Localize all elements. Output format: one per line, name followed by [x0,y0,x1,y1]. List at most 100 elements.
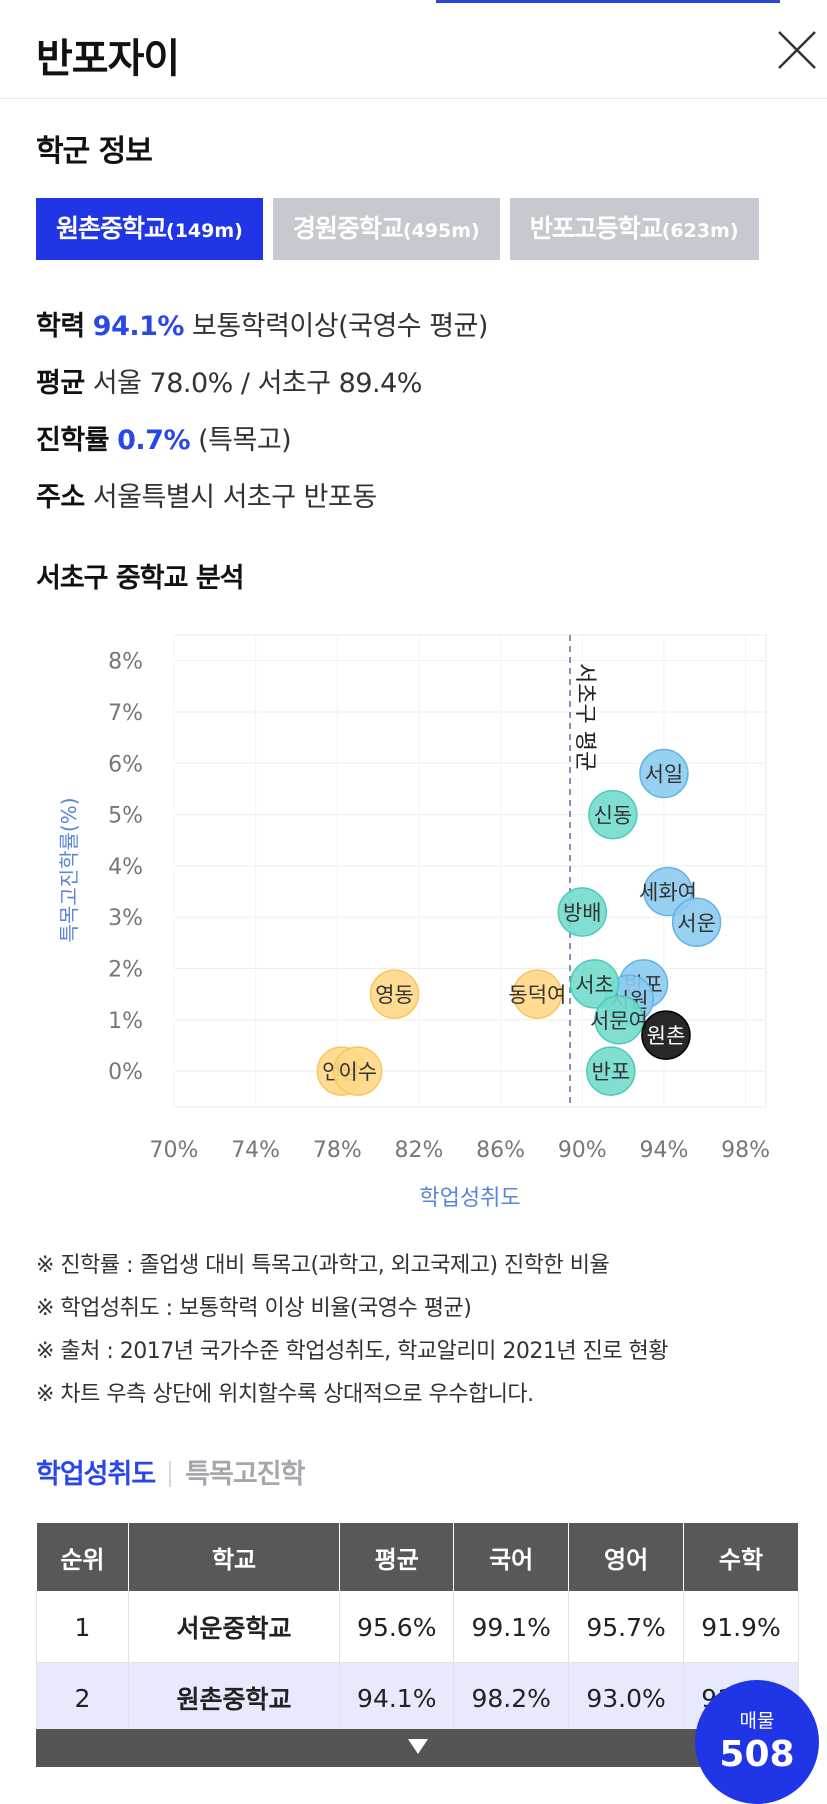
notes: ※ 진학률 : 졸업생 대비 특목고(과학고, 외고국제고) 진학한 비율 ※ … [36,1244,669,1416]
achievement-desc: 보통학력이상(국영수 평균) [192,311,488,342]
col-school: 학교 [127,1522,341,1592]
address-line: 주소 서울특별시 서초구 반포동 [36,475,377,514]
col-english: 영어 [568,1522,685,1592]
scatter-chart: 0% 1% 2% 3% 4% 5% 6% 7% 8% 70% 74% 78% 82% 86% 90% 94% 9… [0,620,827,1220]
x-tick-label: 94% [639,1138,688,1163]
cell-rank: 2 [36,1662,129,1734]
y-tick-label: 2% [108,957,143,982]
y-tick-label: 8% [108,650,143,675]
cell-english: 93.0% [568,1662,685,1734]
note-3: ※ 출처 : 2017년 국가수준 학업성취도, 학교알리미 2021년 진로 … [36,1339,669,1364]
note-1: ※ 진학률 : 졸업생 대비 특목고(과학고, 외고국제고) 진학한 비율 [36,1253,610,1278]
data-point-label: 원촌 [647,1024,686,1048]
cell-school: 원촌중학교 [127,1662,341,1734]
data-point [639,748,689,799]
y-tick-label: 6% [108,752,143,777]
achievement-label: 학력 [36,311,85,342]
col-korean: 국어 [453,1522,570,1592]
listing-badge-count: 508 [719,1734,795,1775]
x-tick-label: 98% [721,1138,770,1163]
chart-svg: 0% 1% 2% 3% 4% 5% 6% 7% 8% 70% 74% 78% 82% 86% 90% 94% 9… [57,634,770,1211]
cell-average: 95.6% [339,1591,455,1663]
data-point-label: 서일 [645,763,684,787]
listing-badge-label: 매물 [739,1710,775,1732]
y-tick-label: 5% [108,804,143,829]
data-point [586,1046,636,1096]
data-point-label: 신동 [594,804,633,828]
data-point-label: 동덕여 [508,983,566,1007]
tab-school-1[interactable]: 원촌중학교(149m) [36,198,263,260]
data-point [594,995,644,1045]
analysis-heading: 서초구 중학교 분석 [36,563,245,594]
y-tick-label: 1% [108,1009,143,1034]
data-point-label: 반포 [592,1060,631,1084]
data-point [332,1046,383,1096]
rate-label: 진학률 [36,425,110,456]
average-line: 평균 서울 78.0% / 서초구 89.4% [36,361,422,400]
rate-desc: (특목고) [198,425,292,456]
x-tick-label: 82% [395,1138,444,1163]
subtabs: 학업성취도 특목고진학 [36,1452,305,1491]
y-tick-label: 7% [108,701,143,726]
average-value: 서울 78.0% / 서초구 89.4% [92,368,423,399]
y-tick-label: 4% [108,855,143,880]
data-point-label: 방배 [563,901,602,925]
data-point-label: 서운 [677,911,716,935]
data-point [369,969,420,1019]
y-axis-label: 특목고진학률(%) [57,797,81,942]
x-tick-label: 90% [558,1138,607,1163]
x-tick-label: 70% [150,1138,199,1163]
cell-korean: 99.1% [453,1591,570,1663]
subtab-achievement[interactable]: 학업성취도 [36,1459,156,1490]
tab-school-2[interactable]: 경원중학교(495m) [272,198,500,260]
data-point [641,1010,691,1060]
tab-name: 경원중학교 [292,214,404,243]
tab-distance: (495m) [402,220,480,242]
cell-math: 91.9% [683,1591,799,1663]
col-average: 평균 [339,1522,455,1592]
top-accent-bar [436,0,780,3]
cell-average: 94.1% [339,1662,455,1734]
ranking-table: 순위 학교 평균 국어 영어 수학 1 서운중학교 95.6% 99.1% 95… [36,1522,799,1734]
close-icon [778,31,816,69]
data-point-label: 서초 [575,973,614,997]
data-point [569,959,620,1009]
note-2: ※ 학업성취도 : 보통학력 이상 비율(국영수 평균) [36,1296,472,1321]
subtab-special-school[interactable]: 특목고진학 [185,1459,305,1490]
tab-school-3[interactable]: 반포고등학교(623m) [509,198,759,260]
triangle-down-icon [407,1739,428,1754]
rate-value: 0.7% [117,425,191,456]
achievement-line: 학력 94.1% 보통학력이상(국영수 평균) [36,304,488,343]
data-point-label: 이수 [338,1060,377,1084]
address-value: 서울특별시 서초구 반포동 [92,482,377,513]
tab-name: 원촌중학교 [56,214,167,243]
cell-rank: 1 [36,1591,129,1663]
cell-korean: 98.2% [453,1662,570,1734]
average-label: 평균 [36,368,85,399]
data-point [671,897,722,948]
subtab-divider [169,1461,172,1487]
data-point [643,866,693,917]
cell-english: 95.7% [568,1591,685,1663]
y-tick-label: 0% [108,1060,143,1085]
rate-line: 진학률 0.7% (특목고) [36,418,292,457]
x-tick-label: 78% [313,1138,362,1163]
listing-badge[interactable]: 매물 508 [695,1680,819,1804]
x-tick-label: 86% [476,1138,525,1163]
tab-distance: (149m) [166,220,243,242]
data-point [557,887,608,937]
data-point [588,789,638,840]
x-tick-label: 74% [231,1138,280,1163]
school-info-heading: 학군 정보 [36,134,153,169]
data-point-label: 영동 [375,983,414,1007]
data-point [512,969,563,1019]
col-rank: 순위 [36,1522,129,1592]
header: 반포자이 [0,0,827,99]
expand-table-button[interactable] [36,1729,799,1767]
col-math: 수학 [683,1522,799,1592]
data-point-label: 서문여 [590,1009,648,1033]
tab-name: 반포고등학교 [529,214,663,243]
reference-line-label: 서초구 평균 [572,663,597,771]
close-button[interactable] [775,28,819,72]
y-tick-label: 3% [108,906,143,931]
